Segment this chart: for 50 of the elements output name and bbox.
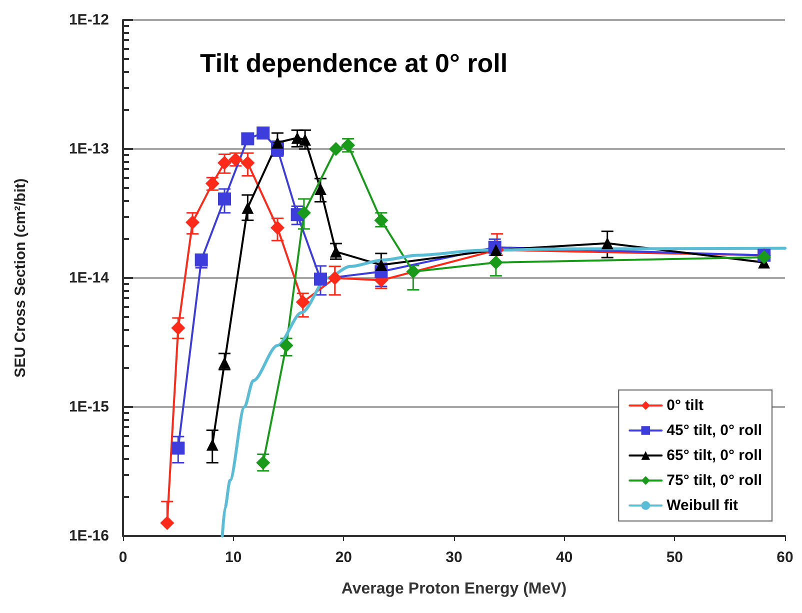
x-axis-title: Average Proton Energy (MeV) xyxy=(341,580,567,598)
legend-label: 65° tilt, 0° roll xyxy=(666,447,762,464)
point xyxy=(328,271,342,285)
point xyxy=(299,134,312,146)
line-series xyxy=(220,246,786,538)
point xyxy=(601,237,614,250)
point xyxy=(218,192,232,206)
y-axis-title: SEU Cross Section (cm²/bit) xyxy=(12,178,29,378)
point xyxy=(271,136,284,149)
x-tick-label: 20 xyxy=(335,549,352,566)
point xyxy=(171,320,186,335)
y-tick-label: 1E-13 xyxy=(68,140,109,158)
legend-label: 75° tilt, 0° roll xyxy=(666,472,762,489)
point xyxy=(314,182,326,195)
point xyxy=(194,253,208,266)
x-tick-label: 50 xyxy=(666,549,684,566)
point xyxy=(291,132,304,144)
legend-label: 45° tilt, 0° roll xyxy=(666,422,762,439)
y-tick-label: 1E-15 xyxy=(68,398,109,416)
point xyxy=(375,259,388,272)
point xyxy=(328,142,343,156)
point xyxy=(296,295,310,310)
point xyxy=(490,244,502,256)
point xyxy=(279,338,294,352)
point xyxy=(488,255,503,270)
y-tick-label: 1E-14 xyxy=(68,270,110,286)
point xyxy=(206,438,218,451)
point xyxy=(160,516,174,530)
y-tick-label: 1E-12 xyxy=(68,12,109,28)
x-tick-label: 60 xyxy=(776,549,794,566)
point xyxy=(296,206,311,220)
point xyxy=(270,220,284,235)
text: Tilt dependence at 0° roll xyxy=(200,48,508,78)
x-tick-label: 40 xyxy=(556,549,573,566)
point xyxy=(186,215,200,230)
point xyxy=(330,246,342,258)
point xyxy=(314,272,327,286)
x-tick-label: 10 xyxy=(224,549,242,566)
legend-label: 0° tilt xyxy=(666,397,704,414)
point xyxy=(256,126,270,140)
point xyxy=(242,202,254,214)
point xyxy=(218,356,231,369)
point xyxy=(172,442,185,455)
point xyxy=(241,132,254,146)
point xyxy=(406,264,420,279)
x-tick-label: 30 xyxy=(446,549,462,566)
point xyxy=(240,156,255,170)
x-tick-label: 0 xyxy=(118,549,128,566)
y-tick-label: 1E-16 xyxy=(68,528,109,544)
legend-label: Weibull fit xyxy=(666,497,738,514)
